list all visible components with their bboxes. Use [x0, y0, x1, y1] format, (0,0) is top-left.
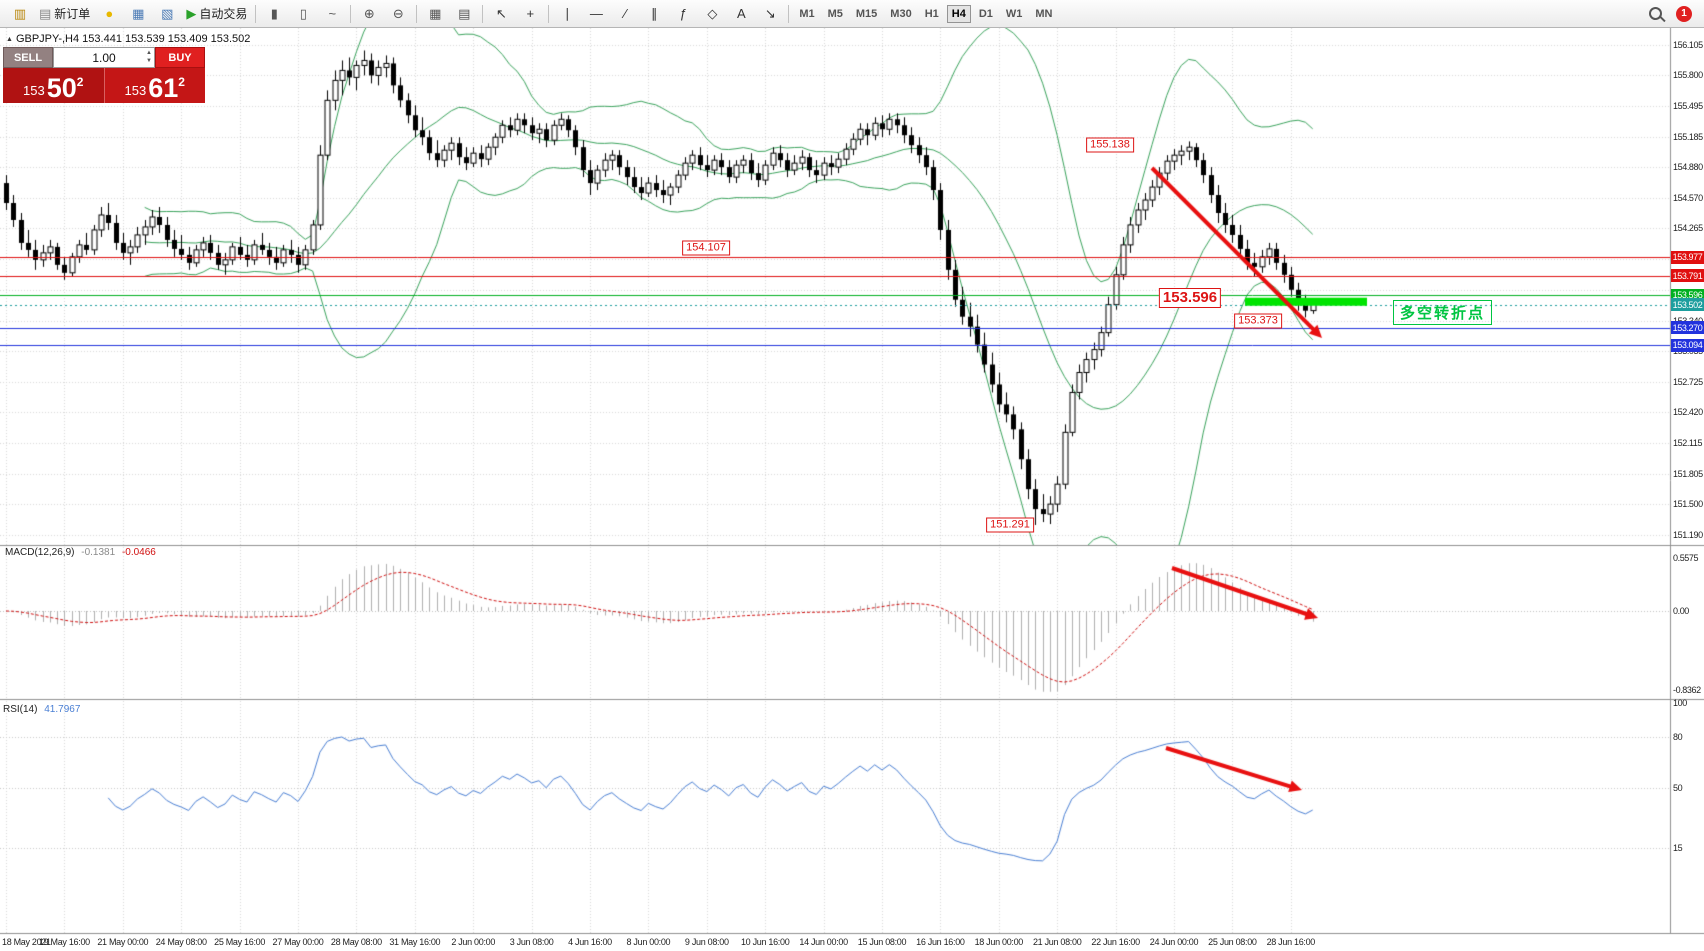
fibonacci-icon: ƒ [679, 6, 687, 21]
auto-trading-button: ▶ [186, 6, 197, 21]
toolbar-items: ▥ ▤ 新订单 ● ▦ ▧ ▶ 自动交易 ▮ ▯ ~ ⊕ ⊖ ▦ ▤ ↖ + ∣ — ∕ ∥ ƒ ◇ A ↘ M1 M5 M15 M30… [6, 2, 1059, 26]
candlestick-chart-icon[interactable]: ▯ [289, 2, 317, 26]
search-button[interactable] [1641, 2, 1669, 26]
timeframe-button-w1[interactable]: W1 [1005, 7, 1023, 20]
timeframe-button-d1[interactable]: D1 [978, 7, 993, 20]
rsi-panel-splitter[interactable] [0, 697, 1704, 702]
fibonacci-icon[interactable]: ƒ [669, 2, 697, 26]
bar-chart-icon[interactable]: ▮ [260, 2, 288, 26]
timeframe-button-m15[interactable]: M15 [855, 7, 878, 20]
indicator-bulb-icon: ● [105, 6, 114, 21]
timeframe-button-mn[interactable]: MN [1035, 7, 1053, 20]
auto-trading-button[interactable]: ▶ 自动交易 [182, 2, 251, 26]
timeframe-button-m1[interactable]: M1 [799, 7, 815, 20]
volume-spinner: ▲ ▼ [146, 49, 152, 65]
vertical-line-icon[interactable]: ∣ [553, 2, 581, 26]
zoom-in-icon[interactable]: ⊕ [355, 2, 383, 26]
toolbar-separator [788, 4, 790, 23]
data-window-icon[interactable]: ▧ [153, 2, 181, 26]
channel-icon[interactable]: ∥ [640, 2, 668, 26]
toolbar-separator [255, 4, 257, 23]
auto-trading-button-label: 自动交易 [199, 7, 248, 21]
volume-down-icon[interactable]: ▼ [146, 58, 152, 64]
volume-up-icon[interactable]: ▲ [146, 50, 152, 56]
arrow-object-icon: ↘ [764, 6, 776, 21]
price-axis[interactable] [1671, 28, 1704, 933]
timeframe-button-h4[interactable]: H4 [946, 4, 971, 23]
shapes-icon: ◇ [707, 6, 718, 21]
new-order-button[interactable]: ▤ 新订单 [35, 2, 94, 26]
new-order-button: ▤ [39, 6, 52, 21]
sell-button[interactable]: SELL [3, 47, 53, 68]
chart-canvas[interactable] [0, 28, 1704, 951]
candlestick-chart-icon: ▯ [299, 6, 307, 21]
chart-window-icon[interactable]: ▥ [6, 2, 34, 26]
cursor-icon: ↖ [495, 6, 507, 21]
line-chart-icon[interactable]: ~ [318, 2, 346, 26]
text-icon[interactable]: A [727, 2, 755, 26]
tile-windows-icon: ▦ [429, 6, 442, 21]
horizontal-line-icon: — [589, 6, 603, 21]
time-axis[interactable] [0, 934, 1704, 951]
indicator-bulb-icon[interactable]: ● [95, 2, 123, 26]
macd-panel-splitter[interactable] [0, 543, 1704, 548]
sell-price-pips: 50 [46, 73, 77, 103]
sell-price-main: 153 [23, 83, 45, 98]
sell-price-frac: 2 [76, 75, 84, 89]
zoom-out-icon[interactable]: ⊖ [384, 2, 412, 26]
bar-chart-icon: ▮ [270, 6, 278, 21]
trendline-icon[interactable]: ∕ [611, 2, 639, 26]
text-icon: A [736, 6, 746, 21]
new-order-button-label: 新订单 [54, 7, 91, 21]
crosshair-icon: + [526, 6, 535, 21]
zoom-out-icon: ⊖ [392, 6, 404, 21]
buy-button[interactable]: BUY [155, 47, 205, 68]
cascade-windows-icon[interactable]: ▤ [450, 2, 478, 26]
market-watch-icon: ▦ [132, 6, 145, 21]
one-click-trade-panel: SELL 1.00 ▲ ▼ BUY 153 50 2 153 61 2 [3, 47, 205, 103]
vertical-line-icon: ∣ [564, 6, 571, 21]
toolbar-separator [350, 4, 352, 23]
cascade-windows-icon: ▤ [458, 6, 471, 21]
timeframe-button-h1[interactable]: H1 [924, 7, 939, 20]
data-window-icon: ▧ [161, 6, 174, 21]
volume-value: 1.00 [92, 50, 116, 65]
buy-price-main: 153 [124, 83, 147, 98]
trendline-icon: ∕ [624, 6, 627, 21]
timeframe-button-m5[interactable]: M5 [827, 7, 843, 20]
search-icon [1648, 7, 1662, 20]
shapes-icon[interactable]: ◇ [698, 2, 726, 26]
buy-price-display[interactable]: 153 61 2 [104, 68, 205, 103]
chart-window-icon: ▥ [13, 6, 27, 21]
line-chart-icon: ~ [328, 6, 337, 21]
crosshair-icon[interactable]: + [516, 2, 544, 26]
buy-price-pips: 61 [148, 73, 179, 103]
zoom-in-icon: ⊕ [363, 6, 375, 21]
horizontal-line-icon[interactable]: — [582, 2, 610, 26]
volume-input[interactable]: 1.00 ▲ ▼ [53, 47, 155, 68]
notification-badge[interactable]: 1 [1676, 5, 1692, 22]
toolbar-separator [482, 4, 484, 23]
timeframe-button-m30[interactable]: M30 [890, 7, 912, 20]
arrow-object-icon[interactable]: ↘ [756, 2, 784, 26]
cursor-icon[interactable]: ↖ [487, 2, 515, 26]
market-watch-icon[interactable]: ▦ [124, 2, 152, 26]
main-toolbar: ▥ ▤ 新订单 ● ▦ ▧ ▶ 自动交易 ▮ ▯ ~ ⊕ ⊖ ▦ ▤ ↖ + ∣ — ∕ ∥ ƒ ◇ A ↘ M1 M5 M15 M30… [0, 0, 1704, 28]
toolbar-separator [548, 4, 550, 23]
tile-windows-icon[interactable]: ▦ [421, 2, 449, 26]
buy-price-frac: 2 [178, 75, 185, 89]
toolbar-separator [416, 4, 418, 23]
channel-icon: ∥ [651, 6, 658, 21]
sell-price-display[interactable]: 153 50 2 [3, 68, 105, 103]
